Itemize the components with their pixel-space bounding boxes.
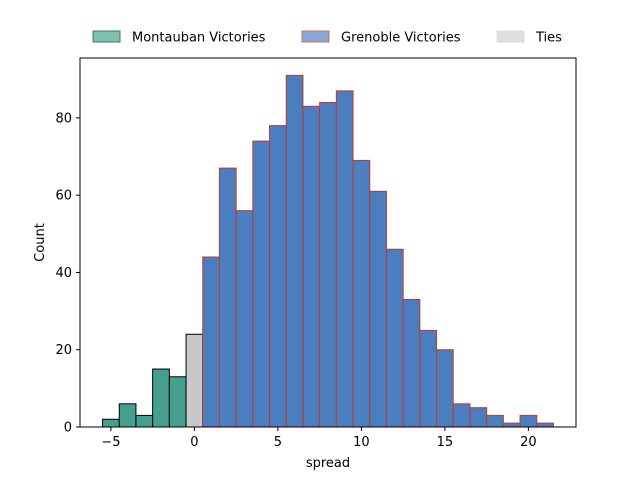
y-tick-label: 0 xyxy=(64,421,72,436)
x-tick-label: 20 xyxy=(520,435,537,450)
legend-label-grenoble-victories: Grenoble Victories xyxy=(341,31,461,46)
y-tick-label: 60 xyxy=(55,189,72,204)
bar-grenoble-victories-8 xyxy=(335,90,354,428)
bar-grenoble-victories-5 xyxy=(285,74,304,428)
bar-grenoble-victories-12 xyxy=(402,298,421,428)
y-tick-label: 20 xyxy=(55,343,72,358)
bar-grenoble-victories-7 xyxy=(319,101,337,428)
histogram-bars xyxy=(102,74,554,428)
bar-ties-0 xyxy=(185,333,204,428)
x-tick-label: 5 xyxy=(274,435,282,450)
x-axis-label: spread xyxy=(306,456,350,471)
x-axis: −5 0 5 10 15 20 xyxy=(101,427,537,450)
legend-label-ties: Ties xyxy=(535,31,562,46)
bar-grenoble-victories-20 xyxy=(536,422,554,428)
bar-montauban-victories-0 xyxy=(102,418,120,428)
bar-grenoble-victories-15 xyxy=(452,403,471,428)
y-axis: 0 20 40 60 80 xyxy=(55,111,80,436)
bar-grenoble-victories-9 xyxy=(352,159,371,428)
x-tick-label: 10 xyxy=(353,435,370,450)
y-tick-label: 80 xyxy=(55,111,72,126)
bar-grenoble-victories-16 xyxy=(469,407,488,428)
legend-swatch-montauban-victories xyxy=(92,30,121,43)
bar-grenoble-victories-11 xyxy=(385,248,404,428)
bar-grenoble-victories-19 xyxy=(519,414,538,428)
bar-grenoble-victories-0 xyxy=(202,256,220,428)
bar-montauban-victories-2 xyxy=(135,414,154,428)
bar-grenoble-victories-10 xyxy=(369,190,387,428)
bar-montauban-victories-1 xyxy=(118,403,137,428)
legend-label-montauban-victories: Montauban Victories xyxy=(132,31,266,46)
legend-swatch-grenoble-victories xyxy=(301,30,330,43)
bar-grenoble-victories-6 xyxy=(302,105,321,428)
bar-montauban-victories-3 xyxy=(152,368,170,428)
x-tick-label: 15 xyxy=(437,435,454,450)
bar-grenoble-victories-2 xyxy=(235,210,254,428)
y-tick-label: 40 xyxy=(55,266,72,281)
bar-grenoble-victories-14 xyxy=(436,349,454,428)
y-axis-label: Count xyxy=(33,223,48,262)
bar-grenoble-victories-18 xyxy=(502,422,521,428)
bar-grenoble-victories-1 xyxy=(218,167,237,428)
x-tick-label: 0 xyxy=(190,435,198,450)
bar-grenoble-victories-3 xyxy=(252,140,271,428)
plot-frame xyxy=(79,57,577,428)
bar-grenoble-victories-4 xyxy=(269,125,287,428)
legend: Montauban Victories Grenoble Victories Tie… xyxy=(92,30,562,46)
bar-grenoble-victories-17 xyxy=(486,414,504,428)
x-tick-label: −5 xyxy=(101,435,120,450)
bar-montauban-victories-4 xyxy=(168,376,187,428)
bar-grenoble-victories-13 xyxy=(419,329,438,428)
legend-swatch-ties xyxy=(496,30,525,43)
